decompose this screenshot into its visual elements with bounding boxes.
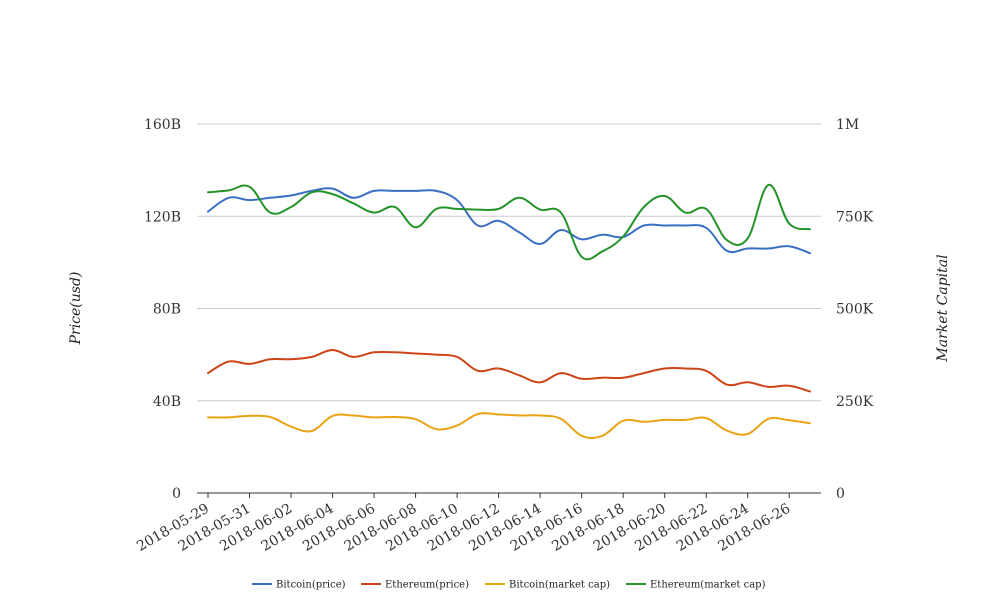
- left-y-tick-label: 40B: [153, 394, 181, 410]
- x-axis-ticks: 2018-05-292018-05-312018-06-022018-06-04…: [134, 493, 793, 555]
- left-y-axis-ticks: 0 40B 80B 120B 160B: [144, 117, 181, 502]
- right-y-axis-title: Market Capital: [935, 254, 951, 362]
- right-y-tick-label: 750K: [836, 209, 874, 225]
- left-y-tick-label: 80B: [153, 302, 181, 318]
- legend-label-bitcoin-price: Bitcoin(price): [276, 580, 346, 591]
- series-line-ethereum-price: [207, 349, 811, 393]
- left-y-tick-label: 160B: [144, 117, 181, 133]
- legend: Bitcoin(price) Ethereum(price) Bitcoin(mar…: [252, 580, 766, 591]
- left-y-tick-label: 120B: [144, 209, 181, 225]
- series-lines: [207, 183, 811, 439]
- right-y-tick-label: 500K: [836, 302, 874, 318]
- series-line-bitcoin-price: [207, 187, 811, 255]
- series-line-bitcoin-market-cap: [207, 412, 811, 439]
- right-y-axis-ticks: 0 250K 500K 750K 1M: [836, 117, 874, 502]
- legend-label-bitcoin-market-cap: Bitcoin(market cap): [509, 580, 610, 591]
- left-y-tick-label: 0: [172, 486, 181, 502]
- right-y-tick-label: 0: [836, 486, 845, 502]
- series-line-ethereum-market-cap: [207, 183, 811, 261]
- gridlines: [197, 123, 821, 494]
- legend-label-ethereum-price: Ethereum(price): [385, 580, 469, 591]
- legend-label-ethereum-market-cap: Ethereum(market cap): [650, 580, 766, 591]
- left-y-axis-title: Price(usd): [68, 272, 84, 346]
- right-y-tick-label: 1M: [836, 117, 859, 133]
- right-y-tick-label: 250K: [836, 394, 874, 410]
